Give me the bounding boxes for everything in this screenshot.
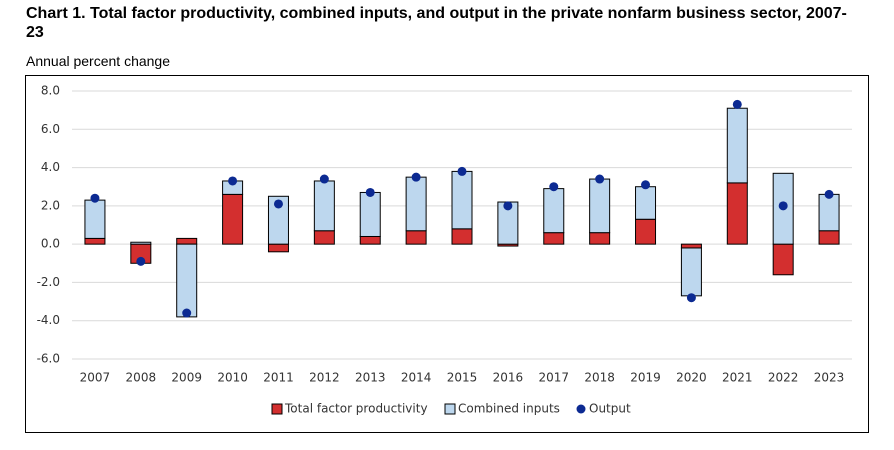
x-tick-label: 2011 (263, 371, 294, 385)
y-tick-label: -6.0 (37, 352, 60, 366)
legend-swatch (444, 403, 456, 415)
x-tick-label: 2008 (126, 371, 157, 385)
dot (319, 174, 329, 184)
legend-swatch (576, 404, 586, 414)
x-tick-label: 2013 (355, 371, 386, 385)
bar (680, 243, 702, 249)
dot (549, 182, 559, 192)
bar (222, 193, 244, 245)
bar (359, 235, 381, 245)
x-tick-label: 2007 (80, 371, 111, 385)
dot (365, 187, 375, 197)
y-tick-label: -4.0 (37, 313, 60, 327)
x-tick-label: 2023 (814, 371, 845, 385)
dot (136, 256, 146, 266)
dot (457, 166, 467, 176)
bar (818, 230, 840, 245)
chart-title: Chart 1. Total factor productivity, comb… (26, 5, 847, 41)
bar (267, 243, 289, 253)
bar (451, 170, 473, 230)
dot (273, 199, 283, 209)
bar (543, 188, 565, 234)
bar (726, 182, 748, 245)
bar (451, 228, 473, 245)
dot (778, 201, 788, 211)
dot (503, 201, 513, 211)
y-tick-label: 4.0 (41, 160, 60, 174)
bar (176, 243, 198, 318)
dot (641, 180, 651, 190)
y-tick-label: -2.0 (37, 275, 60, 289)
y-axis-label: Annual percent change (26, 53, 170, 69)
x-tick-label: 2012 (309, 371, 340, 385)
chart-frame (25, 75, 869, 433)
dot (228, 176, 238, 186)
legend-swatch (271, 403, 283, 415)
y-tick-label: 6.0 (41, 122, 60, 136)
bar (84, 237, 106, 245)
x-tick-label: 2020 (676, 371, 707, 385)
x-tick-label: 2017 (538, 371, 569, 385)
bar (267, 195, 289, 245)
bar (635, 186, 657, 220)
dot (90, 193, 100, 203)
bar (359, 191, 381, 237)
bar (176, 237, 198, 245)
x-tick-label: 2018 (584, 371, 615, 385)
legend-label: Total factor productivity (284, 402, 428, 416)
x-tick-label: 2015 (447, 371, 478, 385)
bar (313, 230, 335, 245)
bar (313, 180, 335, 232)
bar (543, 232, 565, 245)
x-tick-label: 2014 (401, 371, 432, 385)
x-tick-label: 2019 (630, 371, 661, 385)
dot (824, 189, 834, 199)
bar (405, 230, 427, 245)
x-tick-label: 2021 (722, 371, 753, 385)
y-tick-label: 8.0 (41, 84, 60, 98)
legend-label: Combined inputs (458, 402, 560, 416)
bar (772, 243, 794, 276)
y-tick-label: 0.0 (41, 237, 60, 251)
bar (818, 193, 840, 232)
dot (732, 99, 742, 109)
bar (680, 247, 702, 297)
dot (686, 293, 696, 303)
bar (726, 107, 748, 184)
bar (84, 199, 106, 239)
x-tick-label: 2016 (493, 371, 524, 385)
dot (595, 174, 605, 184)
bar (589, 232, 611, 245)
x-tick-label: 2022 (768, 371, 799, 385)
bar (405, 176, 427, 232)
bar (589, 178, 611, 234)
dot (182, 308, 192, 318)
x-tick-label: 2009 (171, 371, 202, 385)
dot (411, 172, 421, 182)
bar (635, 218, 657, 245)
bar (130, 241, 152, 245)
legend-label: Output (589, 402, 631, 416)
y-tick-label: 2.0 (41, 198, 60, 212)
x-tick-label: 2010 (217, 371, 248, 385)
